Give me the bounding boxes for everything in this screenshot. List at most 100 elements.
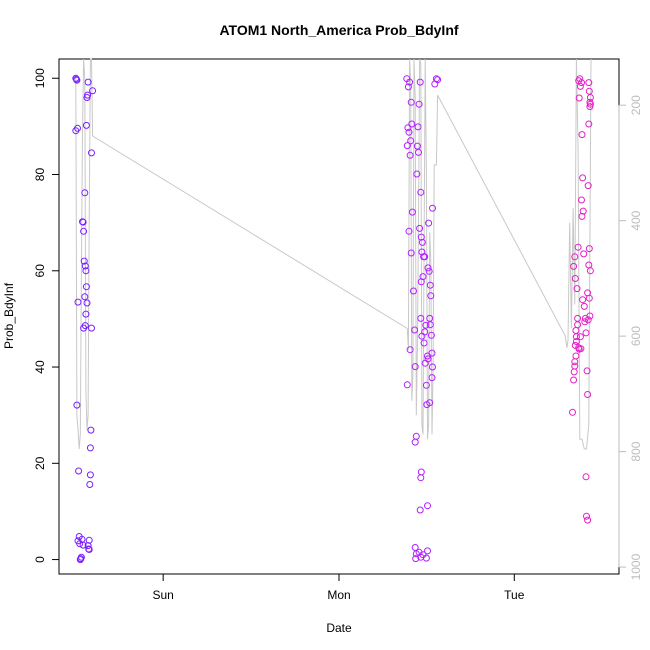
data-point: [408, 120, 416, 128]
data-point: [581, 318, 589, 326]
data-point: [583, 512, 590, 520]
data-point: [584, 516, 592, 524]
left-tick-label: 100: [33, 68, 47, 88]
data-point: [424, 264, 432, 272]
bottom-tick-label: Tue: [504, 588, 525, 602]
data-point: [572, 338, 580, 345]
data-point: [86, 481, 94, 488]
data-point: [82, 310, 90, 318]
data-point: [579, 174, 587, 182]
data-point: [88, 149, 95, 157]
data-point: [88, 324, 95, 332]
bottom-tick-label: Mon: [327, 588, 350, 602]
right-tick-label: 600: [629, 326, 643, 346]
grey-series-line: [75, 58, 592, 450]
data-point: [573, 285, 581, 293]
data-point: [87, 426, 95, 434]
data-point: [407, 98, 415, 106]
data-point: [421, 253, 429, 261]
plot-frame: [58, 58, 620, 575]
data-point: [408, 208, 416, 216]
data-point: [82, 121, 90, 129]
data-point: [424, 547, 431, 555]
data-point: [405, 128, 413, 136]
data-point: [585, 87, 593, 95]
data-point: [82, 283, 90, 291]
data-point: [422, 554, 430, 562]
data-point: [570, 262, 578, 270]
data-point: [434, 76, 442, 84]
data-point: [413, 170, 421, 178]
data-point: [411, 438, 419, 446]
data-point: [574, 314, 582, 322]
data-point: [83, 299, 91, 307]
data-point: [586, 312, 594, 320]
data-point: [80, 227, 88, 235]
data-point: [404, 124, 412, 132]
data-point: [414, 123, 422, 131]
data-point: [585, 294, 593, 302]
data-point: [403, 381, 411, 389]
data-point: [571, 253, 579, 261]
data-point: [570, 368, 578, 376]
data-point: [571, 275, 579, 282]
data-point: [428, 374, 436, 382]
points-layer: [72, 74, 594, 564]
data-point: [583, 367, 591, 375]
data-point: [75, 467, 83, 475]
x-axis-label: Date: [326, 621, 352, 635]
data-point: [416, 506, 424, 514]
data-point: [426, 399, 434, 407]
data-point: [426, 321, 434, 329]
data-point: [429, 204, 436, 212]
chart-title: ATOM1 North_America Prob_BdyInf: [219, 22, 458, 38]
data-point: [416, 224, 424, 232]
data-point: [417, 474, 425, 482]
data-point: [576, 75, 584, 83]
data-point: [407, 249, 415, 257]
bottom-tick-label: Sun: [152, 588, 173, 602]
data-point: [582, 473, 590, 481]
data-point: [72, 75, 80, 83]
y-axis-label: Prob_BdyInf: [2, 282, 16, 349]
right-tick-label: 400: [629, 210, 643, 230]
data-point: [85, 546, 93, 553]
data-point: [412, 555, 420, 563]
data-point: [420, 339, 428, 347]
data-point: [574, 243, 582, 251]
data-point: [406, 78, 414, 86]
data-point: [81, 189, 89, 197]
left-tick-label: 60: [33, 264, 47, 278]
data-point: [576, 333, 584, 341]
data-point: [429, 363, 436, 371]
data-point: [585, 79, 593, 87]
data-point: [428, 349, 436, 357]
left-tick-label: 40: [33, 360, 47, 374]
data-point: [572, 327, 580, 334]
left-tick-label: 80: [33, 168, 47, 182]
data-point: [415, 100, 423, 108]
data-point: [578, 131, 586, 139]
data-point: [417, 468, 425, 476]
data-point: [586, 267, 594, 275]
data-point: [580, 302, 588, 310]
grey-line-layer: [75, 58, 592, 450]
data-point: [404, 83, 412, 91]
data-point: [427, 331, 435, 339]
right-tick-label: 1000: [629, 553, 643, 580]
data-point: [579, 296, 587, 304]
data-point: [584, 182, 592, 190]
data-point: [79, 218, 87, 226]
right-tick-label: 200: [629, 95, 643, 115]
data-point: [425, 219, 433, 227]
data-point: [572, 352, 580, 360]
data-point: [416, 78, 424, 86]
right-y-axis: 200 400 600 800 1000: [618, 95, 643, 580]
data-point: [85, 536, 93, 544]
data-point: [417, 188, 425, 196]
data-point: [82, 267, 90, 275]
data-point: [427, 292, 435, 300]
data-point: [424, 355, 432, 363]
data-point: [411, 326, 419, 334]
